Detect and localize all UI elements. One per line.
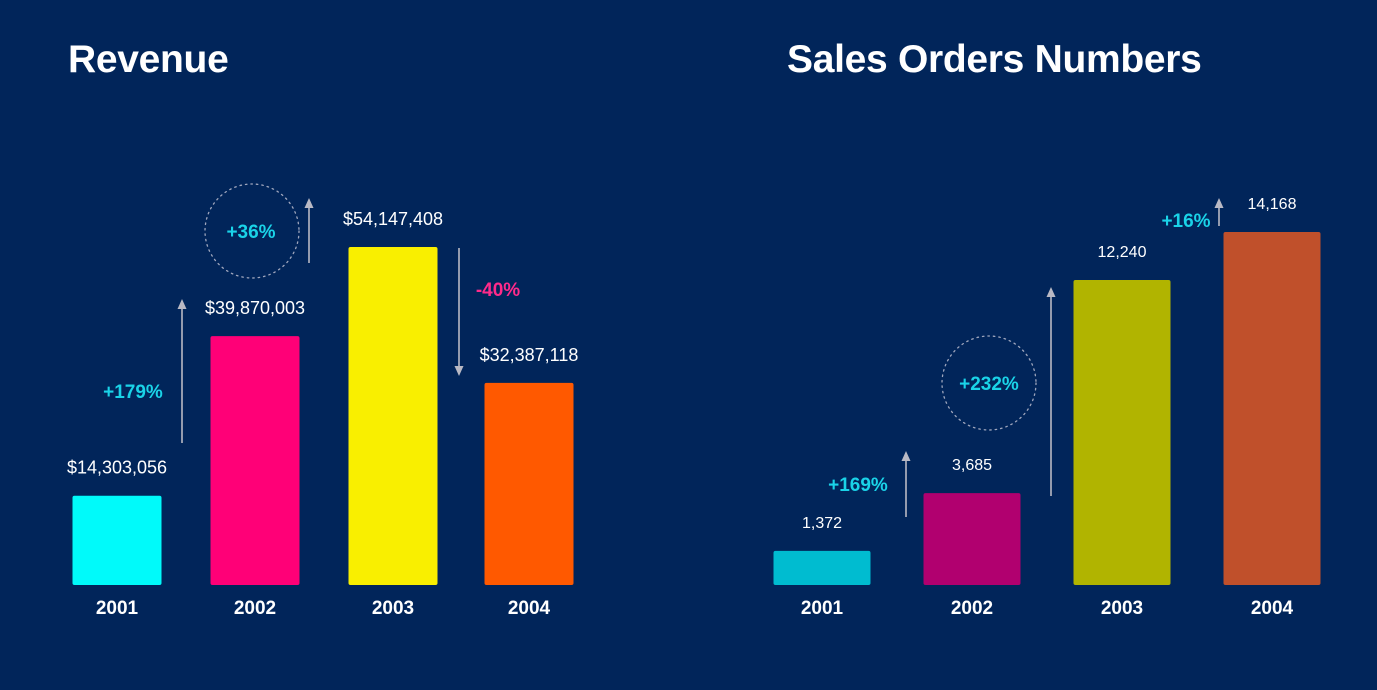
orders-change-arrow-1-head [901, 451, 911, 461]
orders-annotation-circle-2 [941, 335, 1037, 431]
orders-change-label-2: +232% [959, 374, 1019, 395]
orders-bar-2001 [773, 550, 871, 585]
revenue-change-arrow-2-head [304, 198, 314, 208]
orders-value-label-2001: 1,372 [802, 515, 842, 532]
orders-change-arrow-1 [901, 451, 911, 517]
revenue-value-label-2001: $14,303,056 [67, 458, 167, 478]
orders-value-label-2002: 3,685 [952, 457, 992, 474]
orders-change-label-3: +16% [1161, 211, 1210, 232]
revenue-category-label-2004: 2004 [508, 598, 551, 619]
orders-chart-title: Sales Orders Numbers [787, 38, 1202, 81]
revenue-change-arrow-3 [454, 248, 464, 376]
orders-change-arrow-3-head [1214, 198, 1224, 208]
orders-category-label-2001: 2001 [801, 598, 844, 619]
orders-change-label-1: +169% [828, 475, 888, 496]
revenue-change-label-3: -40% [476, 280, 520, 301]
orders-chart [773, 232, 1321, 585]
orders-category-label-2004: 2004 [1251, 598, 1294, 619]
orders-category-label-2002: 2002 [951, 598, 993, 619]
orders-bar-2002 [923, 493, 1021, 585]
orders-change-arrow-2 [1046, 287, 1056, 496]
orders-bar-2004 [1223, 232, 1321, 585]
revenue-change-arrow-1 [177, 299, 187, 443]
revenue-chart [72, 247, 574, 585]
revenue-bar-2001 [72, 495, 162, 585]
revenue-value-label-2003: $54,147,408 [343, 209, 443, 229]
revenue-bar-2004 [484, 382, 574, 585]
orders-bar-2003 [1073, 280, 1171, 585]
orders-change-arrow-2-head [1046, 287, 1056, 297]
revenue-value-label-2004: $32,387,118 [480, 345, 579, 365]
revenue-change-label-2: +36% [226, 222, 275, 243]
revenue-change-label-1: +179% [103, 382, 163, 403]
orders-value-label-2004: 14,168 [1248, 196, 1297, 213]
revenue-category-label-2001: 2001 [96, 598, 139, 619]
revenue-value-label-2002: $39,870,003 [205, 298, 305, 318]
orders-category-label-2003: 2003 [1101, 598, 1143, 619]
orders-value-label-2003: 12,240 [1098, 244, 1147, 261]
revenue-category-label-2002: 2002 [234, 598, 276, 619]
revenue-chart-title: Revenue [68, 38, 229, 81]
revenue-change-arrow-1-head [177, 299, 187, 309]
revenue-bar-2002 [210, 336, 300, 585]
revenue-annotation-circle-2 [204, 183, 300, 279]
revenue-change-arrow-3-head [454, 366, 464, 376]
revenue-category-label-2003: 2003 [372, 598, 414, 619]
revenue-change-arrow-2 [304, 198, 314, 263]
orders-change-arrow-3 [1214, 198, 1224, 226]
revenue-bar-2003 [348, 247, 438, 585]
